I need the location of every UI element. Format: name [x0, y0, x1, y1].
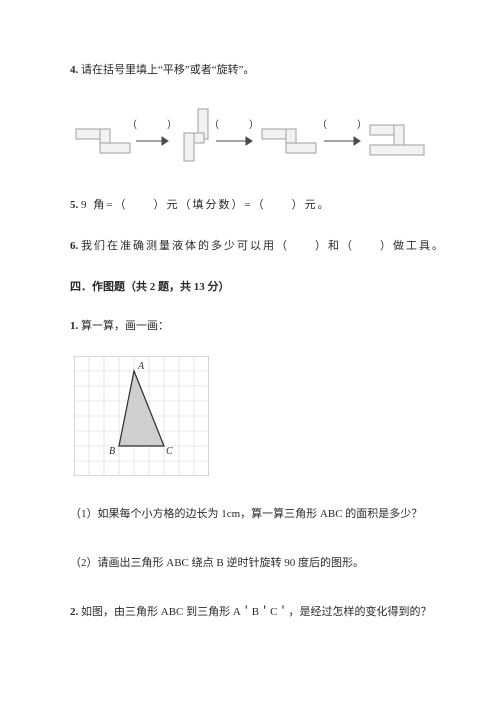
triangle-label-a: A — [137, 361, 145, 372]
q5-text: 9 角=（ ）元（填分数）=（ ）元。 — [81, 199, 331, 211]
s4q1-figure: A B C — [74, 356, 445, 476]
triangle-grid-svg: A B C — [74, 356, 209, 476]
s4q2-text: 如图，由三角形 ABC 到三角形 A＇B＇C＇，是经过怎样的变化得到的？ — [81, 606, 431, 618]
s4-question-2: 2. 如图，由三角形 ABC 到三角形 A＇B＇C＇，是经过怎样的变化得到的？ — [70, 602, 445, 623]
q4-blank-1: （ ） — [127, 119, 177, 131]
q6-text: 我们在准确测量液体的多少可以用（ ）和（ ）做工具。 — [81, 240, 445, 252]
q6-number: 6. — [70, 240, 78, 252]
page: 4. 请在括号里填上“平移”或者“旋转”。 （ ） — [0, 0, 500, 683]
question-5: 5. 9 角=（ ）元（填分数）=（ ）元。 — [70, 195, 445, 216]
s4q1-sub2: （2）请画出三角形 ABC 绕点 B 逆时针旋转 90 度后的图形。 — [70, 553, 445, 574]
triangle-label-c: C — [166, 446, 173, 457]
section-4-heading: 四．作图题（共 2 题，共 13 分） — [70, 277, 445, 298]
q4-blank-3: （ ） — [317, 119, 367, 131]
question-6: 6. 我们在准确测量液体的多少可以用（ ）和（ ）做工具。 — [70, 236, 445, 257]
q4-figure: （ ） （ ） — [74, 101, 445, 173]
q4-shapes-svg: （ ） （ ） — [74, 101, 434, 173]
s4q1-sub1: （1）如果每个小方格的边长为 1cm，算一算三角形 ABC 的面积是多少？ — [70, 504, 445, 525]
q4-text: 请在括号里填上“平移”或者“旋转”。 — [81, 64, 255, 76]
q4-number: 4. — [70, 64, 78, 76]
s4q2-number: 2. — [70, 606, 78, 618]
s4q1-number: 1. — [70, 320, 78, 332]
s4-question-1: 1. 算一算，画一画： — [70, 316, 445, 337]
question-4: 4. 请在括号里填上“平移”或者“旋转”。 — [70, 60, 445, 81]
s4q1-lead: 算一算，画一画： — [81, 320, 169, 332]
q5-number: 5. — [70, 199, 78, 211]
q4-blank-2: （ ） — [209, 119, 259, 131]
triangle-label-b: B — [109, 446, 115, 457]
